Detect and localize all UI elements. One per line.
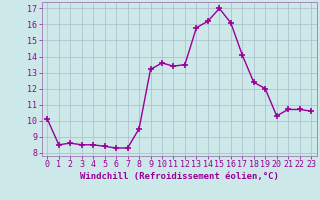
X-axis label: Windchill (Refroidissement éolien,°C): Windchill (Refroidissement éolien,°C) — [80, 172, 279, 181]
